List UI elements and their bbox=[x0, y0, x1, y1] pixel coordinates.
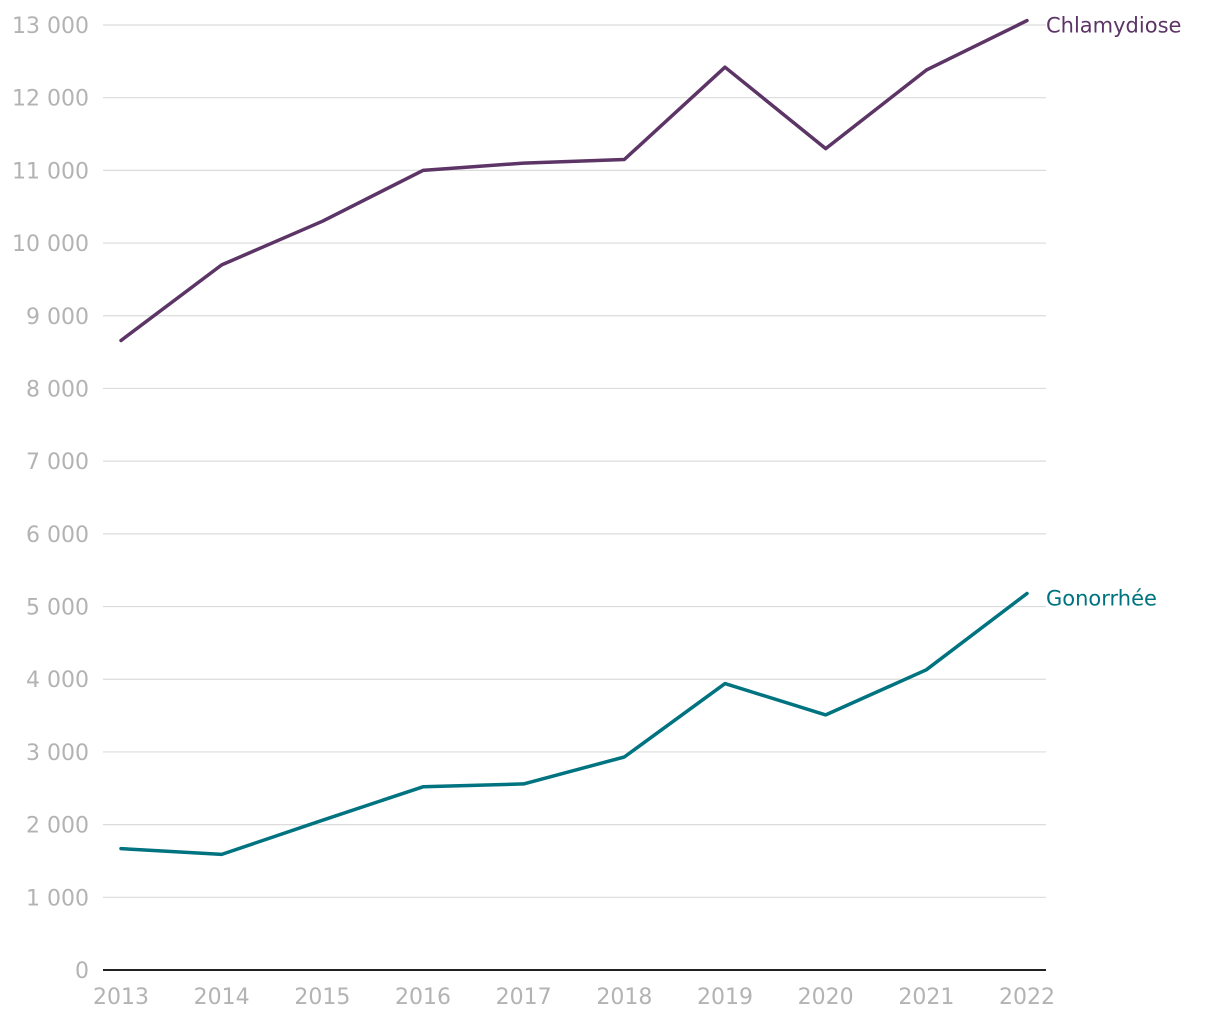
x-tick-label: 2013 bbox=[93, 985, 149, 1010]
y-tick-label: 2 000 bbox=[26, 814, 89, 839]
y-tick-label: 6 000 bbox=[26, 523, 89, 548]
x-tick-label: 2022 bbox=[999, 985, 1055, 1010]
series-line-chlamydiose bbox=[119, 18, 1029, 343]
x-tick-label: 2016 bbox=[395, 985, 451, 1010]
series-label-chlamydiose: Chlamydiose bbox=[1046, 14, 1181, 38]
series-layer: Chlamydiose Gonorrhée bbox=[119, 14, 1181, 857]
x-axis-tick-labels: 2013 2014 2015 2016 2017 2018 2019 2020 2021 2022 bbox=[93, 985, 1055, 1010]
series-label-gonorrhee: Gonorrhée bbox=[1046, 586, 1157, 610]
x-tick-label: 2020 bbox=[798, 985, 854, 1010]
y-tick-label: 1 000 bbox=[26, 886, 89, 911]
y-axis-tick-labels: 0 1 000 2 000 3 000 4 000 5 000 6 000 7 000 8 00… bbox=[12, 14, 89, 984]
y-tick-label: 10 000 bbox=[12, 232, 89, 257]
series-line-gonorrhee bbox=[119, 591, 1029, 857]
y-tick-label: 0 bbox=[75, 959, 89, 984]
y-tick-label: 12 000 bbox=[12, 87, 89, 112]
y-tick-label: 3 000 bbox=[26, 741, 89, 766]
x-tick-label: 2014 bbox=[194, 985, 250, 1010]
y-tick-label: 7 000 bbox=[26, 450, 89, 475]
y-tick-label: 4 000 bbox=[26, 668, 89, 693]
y-tick-label: 13 000 bbox=[12, 14, 89, 39]
y-tick-label: 8 000 bbox=[26, 377, 89, 402]
y-tick-label: 9 000 bbox=[26, 305, 89, 330]
x-tick-label: 2018 bbox=[596, 985, 652, 1010]
x-tick-label: 2021 bbox=[898, 985, 954, 1010]
x-tick-label: 2015 bbox=[294, 985, 350, 1010]
x-tick-label: 2019 bbox=[697, 985, 753, 1010]
y-tick-label: 11 000 bbox=[12, 159, 89, 184]
y-tick-label: 5 000 bbox=[26, 596, 89, 621]
x-tick-label: 2017 bbox=[496, 985, 552, 1010]
grid-layer bbox=[103, 24, 1046, 898]
